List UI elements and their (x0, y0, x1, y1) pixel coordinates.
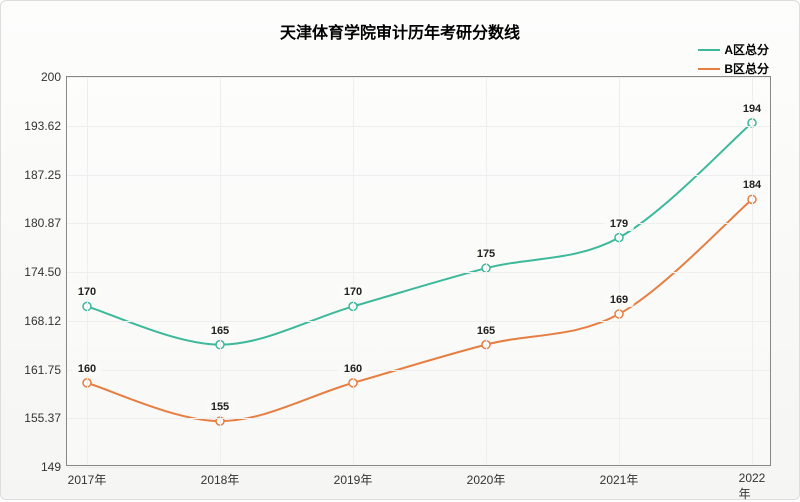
y-tick: 161.75 (24, 363, 67, 377)
y-tick: 168.12 (24, 314, 67, 328)
y-tick: 149 (41, 460, 67, 474)
series-line (87, 199, 752, 421)
data-label: 184 (737, 178, 767, 192)
plot-area: 149155.37161.75168.12174.50180.87187.251… (66, 76, 771, 466)
series-line (87, 123, 752, 345)
data-label: 179 (604, 217, 634, 231)
y-tick: 200 (41, 70, 67, 84)
data-label: 165 (205, 324, 235, 338)
legend-item: B区总分 (698, 60, 769, 77)
x-tick: 2017年 (68, 465, 107, 488)
legend-label: A区总分 (724, 41, 769, 58)
data-label: 170 (338, 285, 368, 299)
legend-label: B区总分 (724, 60, 769, 77)
x-tick: 2020年 (467, 465, 506, 488)
legend-swatch (698, 68, 720, 70)
y-tick: 180.87 (24, 216, 67, 230)
data-label: 155 (205, 400, 235, 414)
data-label: 160 (72, 362, 102, 376)
data-label: 175 (471, 247, 501, 261)
y-tick: 193.62 (24, 119, 67, 133)
y-tick: 187.25 (24, 168, 67, 182)
data-label: 160 (338, 362, 368, 376)
legend-item: A区总分 (698, 41, 769, 58)
legend: A区总分 B区总分 (698, 41, 769, 79)
x-tick: 2021年 (600, 465, 639, 488)
chart-container: 天津体育学院审计历年考研分数线 A区总分B区总分 149155.37161.75… (0, 0, 800, 500)
data-label: 170 (72, 285, 102, 299)
y-tick: 155.37 (24, 411, 67, 425)
x-tick: 2018年 (201, 465, 240, 488)
data-label: 165 (471, 324, 501, 338)
x-tick: 2022年 (739, 465, 766, 502)
legend-swatch (698, 49, 720, 51)
data-label: 194 (737, 102, 767, 116)
data-label: 169 (604, 293, 634, 307)
y-tick: 174.50 (24, 265, 67, 279)
chart-title: 天津体育学院审计历年考研分数线 (1, 19, 799, 43)
x-tick: 2019年 (334, 465, 373, 488)
